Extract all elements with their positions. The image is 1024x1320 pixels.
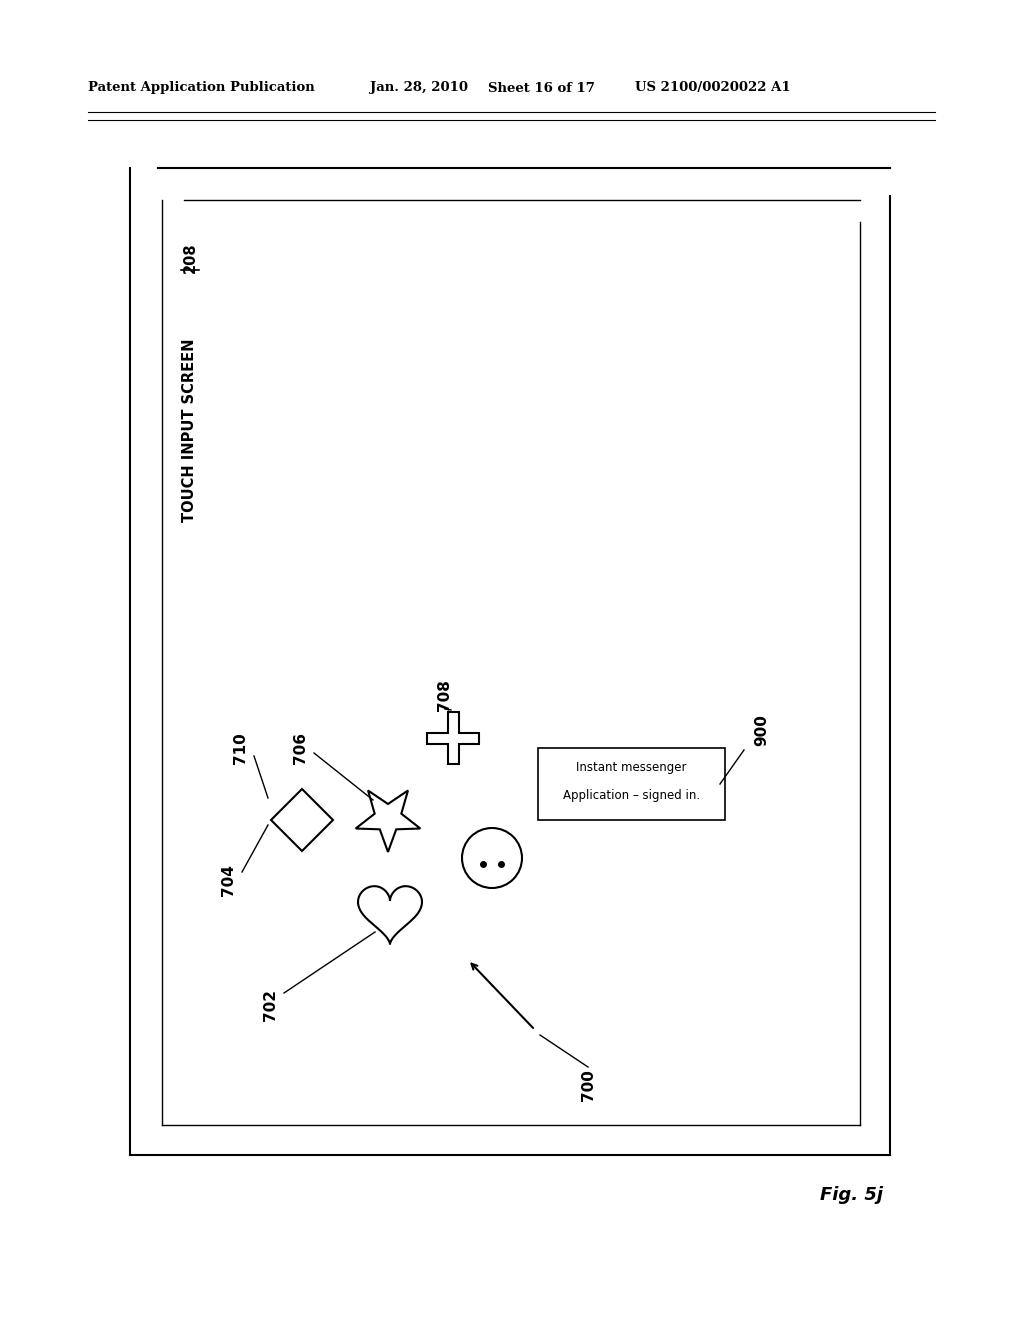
Text: 710: 710 <box>232 733 248 764</box>
Text: TOUCH INPUT SCREEN: TOUCH INPUT SCREEN <box>182 338 198 521</box>
Text: 708: 708 <box>437 678 453 711</box>
Text: Fig. 5j: Fig. 5j <box>820 1185 883 1204</box>
Text: Application – signed in.: Application – signed in. <box>563 788 700 801</box>
Text: Instant messenger: Instant messenger <box>577 760 687 774</box>
Text: 700: 700 <box>581 1069 596 1101</box>
Text: 702: 702 <box>262 989 278 1020</box>
Text: 208: 208 <box>182 243 198 273</box>
Text: Sheet 16 of 17: Sheet 16 of 17 <box>488 82 595 95</box>
Text: 704: 704 <box>220 865 236 896</box>
Text: US 2100/0020022 A1: US 2100/0020022 A1 <box>635 82 791 95</box>
Text: 900: 900 <box>755 714 769 746</box>
Text: Patent Application Publication: Patent Application Publication <box>88 82 314 95</box>
Text: 706: 706 <box>293 733 307 764</box>
Text: Jan. 28, 2010: Jan. 28, 2010 <box>370 82 468 95</box>
